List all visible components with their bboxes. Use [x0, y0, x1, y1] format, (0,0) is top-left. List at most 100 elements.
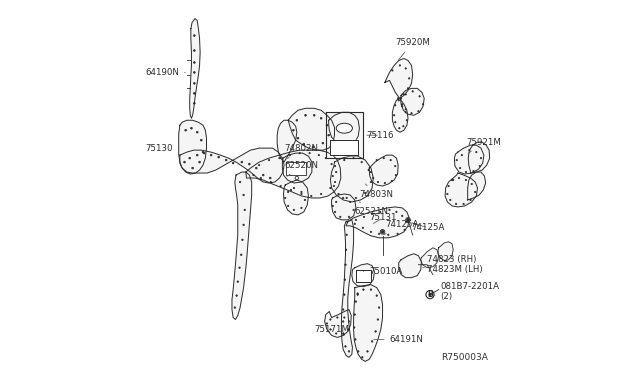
Circle shape	[375, 331, 376, 332]
Circle shape	[473, 170, 474, 172]
Circle shape	[418, 110, 419, 112]
Circle shape	[326, 323, 328, 324]
Circle shape	[293, 209, 294, 211]
Circle shape	[304, 199, 306, 201]
Text: 081B7-2201A
(2): 081B7-2201A (2)	[435, 282, 499, 301]
Circle shape	[211, 154, 212, 156]
Polygon shape	[330, 140, 358, 155]
Circle shape	[384, 182, 385, 184]
Circle shape	[429, 294, 431, 296]
Circle shape	[303, 143, 305, 145]
Circle shape	[372, 177, 374, 179]
Circle shape	[185, 129, 186, 131]
Circle shape	[344, 294, 345, 295]
Circle shape	[401, 215, 403, 217]
Circle shape	[476, 151, 477, 153]
Circle shape	[405, 68, 406, 69]
Polygon shape	[445, 173, 477, 207]
Circle shape	[404, 229, 405, 231]
Circle shape	[371, 171, 372, 173]
Circle shape	[342, 333, 344, 334]
Circle shape	[287, 205, 289, 206]
Circle shape	[334, 181, 336, 183]
Circle shape	[305, 115, 307, 116]
Circle shape	[349, 201, 351, 203]
Circle shape	[314, 115, 315, 116]
Circle shape	[397, 97, 399, 99]
Circle shape	[193, 35, 195, 36]
Circle shape	[348, 321, 349, 322]
Circle shape	[452, 179, 454, 181]
Polygon shape	[454, 145, 484, 174]
Circle shape	[378, 307, 380, 308]
Circle shape	[371, 231, 372, 232]
Circle shape	[259, 164, 260, 166]
Circle shape	[348, 351, 349, 352]
Text: 75010A: 75010A	[364, 267, 403, 276]
Circle shape	[239, 181, 241, 183]
Circle shape	[232, 162, 234, 164]
Text: B: B	[427, 290, 433, 299]
Circle shape	[405, 94, 406, 95]
Circle shape	[239, 267, 240, 269]
Polygon shape	[352, 264, 374, 286]
Circle shape	[381, 230, 384, 233]
Text: 64191N: 64191N	[374, 335, 424, 344]
Polygon shape	[232, 172, 252, 320]
Polygon shape	[180, 148, 284, 183]
Polygon shape	[287, 162, 306, 175]
Circle shape	[388, 209, 390, 211]
Circle shape	[357, 293, 358, 294]
Circle shape	[346, 234, 348, 235]
Circle shape	[353, 327, 355, 328]
Circle shape	[357, 294, 358, 295]
Circle shape	[243, 224, 244, 225]
Circle shape	[321, 193, 322, 195]
Circle shape	[184, 161, 186, 163]
Circle shape	[342, 309, 344, 310]
Circle shape	[362, 357, 363, 358]
Circle shape	[344, 279, 346, 280]
Circle shape	[289, 154, 291, 156]
Circle shape	[405, 109, 406, 110]
Circle shape	[401, 104, 403, 105]
Text: 62520N: 62520N	[284, 161, 318, 176]
Circle shape	[363, 289, 364, 291]
Circle shape	[474, 191, 476, 193]
Circle shape	[355, 219, 356, 221]
Polygon shape	[401, 89, 424, 115]
Circle shape	[471, 183, 472, 185]
Circle shape	[407, 88, 409, 89]
Circle shape	[342, 321, 344, 322]
Circle shape	[285, 197, 286, 199]
Circle shape	[346, 197, 348, 199]
Circle shape	[355, 197, 356, 199]
Circle shape	[388, 234, 389, 235]
Circle shape	[376, 160, 378, 161]
Circle shape	[332, 205, 333, 206]
Polygon shape	[385, 58, 413, 132]
Circle shape	[241, 161, 243, 163]
Circle shape	[465, 171, 467, 173]
Circle shape	[460, 167, 461, 169]
Circle shape	[362, 227, 364, 228]
Circle shape	[380, 211, 381, 212]
Circle shape	[408, 78, 410, 79]
Circle shape	[370, 289, 372, 291]
Polygon shape	[326, 112, 363, 158]
Circle shape	[401, 106, 403, 107]
Circle shape	[353, 157, 355, 159]
Circle shape	[280, 185, 282, 187]
Circle shape	[196, 154, 198, 156]
Polygon shape	[277, 120, 297, 162]
Circle shape	[334, 211, 336, 212]
Circle shape	[470, 199, 471, 201]
Circle shape	[189, 157, 191, 159]
Polygon shape	[346, 207, 409, 238]
Polygon shape	[332, 194, 356, 220]
Circle shape	[333, 185, 335, 187]
Text: 64190N: 64190N	[145, 68, 185, 77]
Circle shape	[345, 264, 346, 266]
Circle shape	[191, 127, 192, 129]
Circle shape	[262, 174, 264, 176]
